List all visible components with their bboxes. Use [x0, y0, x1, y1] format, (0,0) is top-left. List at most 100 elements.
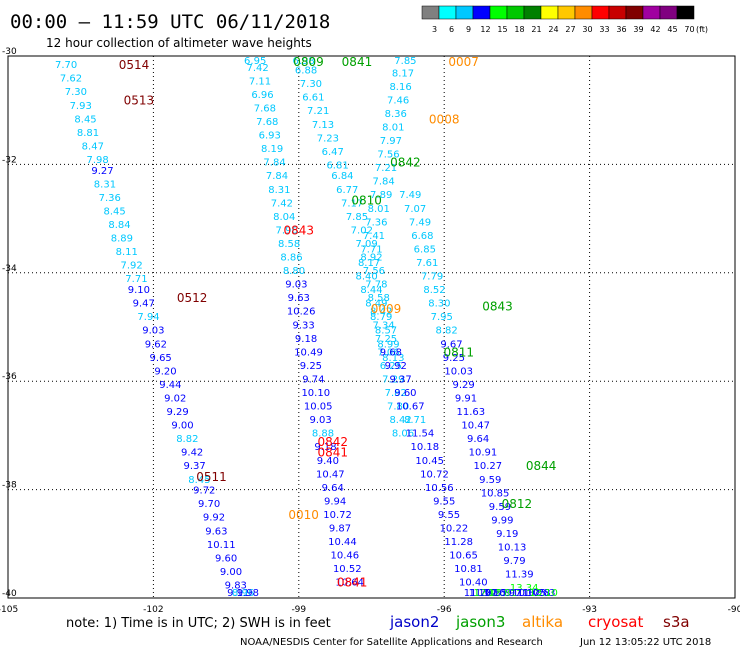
colorbar-swatch: [523, 5, 542, 20]
wave-height-value: 10.10: [301, 388, 330, 399]
wave-height-value: 8.06: [392, 429, 414, 440]
wave-height-value: 10.26: [287, 307, 316, 318]
wave-height-value: 10.37: [512, 588, 541, 599]
wave-height-value: 6.25: [380, 361, 402, 372]
wave-height-value: 10.45: [415, 456, 444, 467]
wave-height-value: 8.40: [356, 272, 378, 283]
wave-height-value: 8.92: [360, 253, 382, 264]
wave-height-value: 9.27: [91, 166, 113, 177]
wave-height-value: 7.56: [377, 150, 399, 161]
y-tick-label: -30: [2, 47, 17, 57]
wave-height-value: 6.84: [331, 171, 353, 182]
wave-height-value: 6.68: [411, 231, 433, 242]
y-tick-label: -38: [2, 481, 17, 491]
wave-height-value: 10.46: [331, 551, 360, 562]
wave-height-value: 9.59: [479, 475, 501, 486]
wave-height-value: 10.47: [316, 469, 345, 480]
wave-height-value: 7.41: [363, 231, 385, 242]
pass-time-label: 0843: [284, 223, 315, 237]
wave-height-value: 9.18: [295, 334, 317, 345]
wave-height-value: 9.03: [309, 415, 331, 426]
wave-height-value: 9.11: [227, 588, 249, 599]
wave-height-value: 7.21: [307, 106, 329, 117]
colorbar-tick-label: 9: [466, 25, 471, 34]
wave-height-value: 9.60: [215, 553, 237, 564]
wave-height-value: 7.92: [120, 261, 142, 272]
wave-height-value: 9.99: [491, 515, 513, 526]
wave-height-value: 7.21: [375, 163, 397, 174]
wave-height-value: 6.81: [326, 160, 348, 171]
plot-frame: [7, 55, 736, 599]
wave-height-value: 9.19: [496, 529, 518, 540]
wave-height-value: 7.42: [246, 63, 268, 74]
colorbar-tick-label: 27: [565, 25, 575, 34]
pass-time-label: 0841: [342, 55, 373, 69]
wave-height-value: 9.33: [293, 320, 315, 331]
pass-time-label: 0009: [371, 302, 402, 316]
colorbar-swatch: [557, 5, 576, 20]
colorbar-tick-label: 45: [667, 25, 677, 34]
pass-time-label: 0842: [390, 156, 421, 170]
wave-height-value: 9.87: [329, 524, 351, 535]
wave-height-value: 11.75: [517, 588, 546, 599]
wave-height-value: 8.58: [368, 293, 390, 304]
wave-height-value: 11.54: [406, 429, 435, 440]
colorbar-tick-label: 18: [514, 25, 524, 34]
colorbar-tick-label: 39: [633, 25, 643, 34]
wave-height-value: 7.80: [387, 402, 409, 413]
wave-height-value: 8.58: [278, 239, 300, 250]
wave-height-value: 13.34: [510, 583, 539, 594]
colorbar-tick-label: 21: [531, 25, 541, 34]
wave-height-value: 9.64: [322, 483, 344, 494]
wave-height-value: 9.92: [385, 361, 407, 372]
wave-height-value: 9.70: [198, 499, 220, 510]
wave-height-value: 8.01: [368, 204, 390, 215]
wave-height-value: 7.25: [375, 334, 397, 345]
pass-time-label: 0010: [288, 508, 319, 522]
wave-height-value: 10.28: [522, 588, 551, 599]
wave-height-value: 13.10: [529, 588, 558, 599]
colorbar-tick-label: 3: [432, 25, 437, 34]
colorbar-tick-label: 70: [684, 25, 694, 34]
wave-height-value: 7.13: [312, 120, 334, 131]
wave-height-value: 10.52: [333, 564, 362, 575]
wave-height-value: 10.47: [461, 421, 490, 432]
wave-height-value: 9.29: [452, 380, 474, 391]
wave-height-value: 10.44: [328, 537, 357, 548]
wave-height-value: 9.83: [225, 580, 247, 591]
wave-height-value: 10.85: [481, 488, 510, 499]
wave-height-value: 8.19: [261, 144, 283, 155]
y-tick-label: -32: [2, 155, 17, 165]
colorbar-unit-label: (ft): [696, 25, 708, 34]
wave-height-value: 8.17: [392, 68, 414, 79]
y-tick-label: -40: [2, 589, 17, 599]
colorbar-swatch: [540, 5, 559, 20]
colorbar-swatch: [574, 5, 593, 20]
wave-height-value: 10.67: [396, 402, 425, 413]
pass-time-label: 0511: [196, 470, 227, 484]
wave-height-value: 6.77: [336, 185, 358, 196]
wave-height-value: 7.34: [372, 320, 394, 331]
wave-height-value: 7.07: [404, 204, 426, 215]
wave-height-value: 9.63: [288, 293, 310, 304]
wave-height-value: 6.61: [302, 93, 324, 104]
wave-height-value: 9.25: [443, 353, 465, 364]
wave-height-value: 11.28: [444, 537, 473, 548]
wave-height-value: 7.42: [271, 198, 293, 209]
colorbar-swatch: [421, 5, 440, 20]
wave-height-value: 7.36: [365, 217, 387, 228]
wave-height-value: 11.92: [469, 588, 498, 599]
wave-height-value: 7.97: [380, 136, 402, 147]
pass-time-label: 0842: [317, 435, 348, 449]
wave-height-value: 7.02: [351, 225, 373, 236]
wave-height-value: 7.96: [276, 225, 298, 236]
colorbar-swatch: [642, 5, 661, 20]
wave-height-value: 8.96: [232, 588, 254, 599]
colorbar-swatch: [455, 5, 474, 20]
wave-height-value: 8.16: [389, 82, 411, 93]
wave-height-value: 7.30: [65, 87, 87, 98]
wave-height-value: 9.20: [154, 366, 176, 377]
pass-time-label: 0810: [351, 194, 382, 208]
wave-height-value: 7.71: [125, 274, 147, 285]
colorbar-tick-label: 15: [497, 25, 507, 34]
